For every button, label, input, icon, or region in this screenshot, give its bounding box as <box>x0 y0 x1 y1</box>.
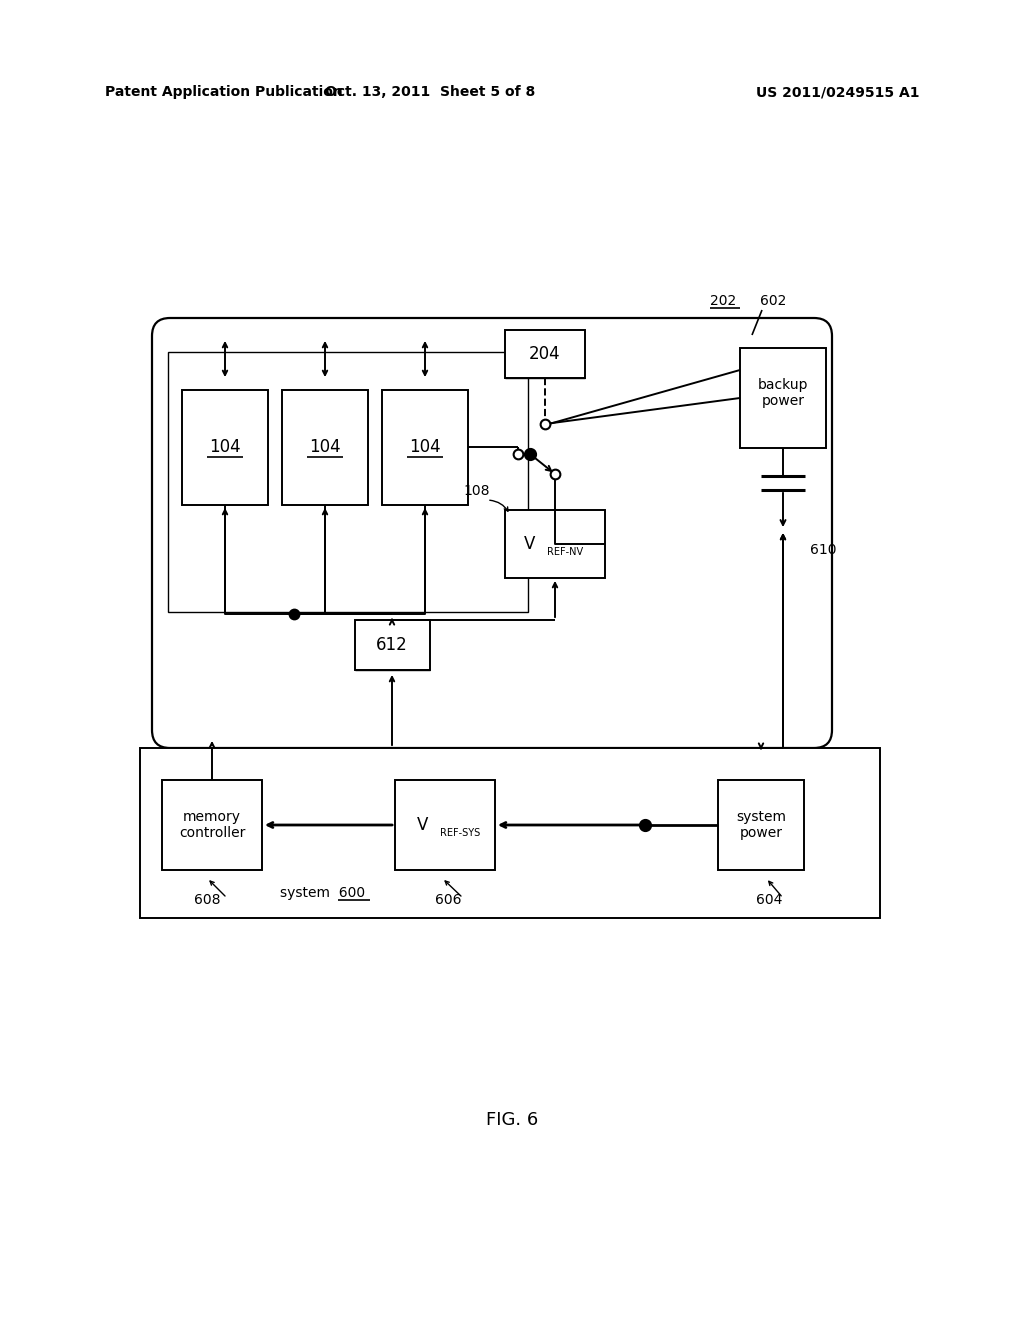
Text: REF-NV: REF-NV <box>547 546 583 557</box>
Text: backup
power: backup power <box>758 378 808 408</box>
Bar <box>282 389 368 506</box>
Text: 606: 606 <box>435 894 462 907</box>
Bar <box>162 780 262 870</box>
Text: 604: 604 <box>756 894 782 907</box>
Text: 104: 104 <box>309 438 341 455</box>
Bar <box>355 620 430 671</box>
Text: 612: 612 <box>376 636 408 653</box>
Text: FIG. 6: FIG. 6 <box>485 1111 539 1129</box>
Bar <box>140 748 880 917</box>
Bar <box>382 389 468 506</box>
Text: US 2011/0249515 A1: US 2011/0249515 A1 <box>757 84 920 99</box>
FancyBboxPatch shape <box>152 318 831 748</box>
Text: system  600: system 600 <box>280 886 366 900</box>
Text: 202: 202 <box>710 294 736 308</box>
Text: Oct. 13, 2011  Sheet 5 of 8: Oct. 13, 2011 Sheet 5 of 8 <box>325 84 536 99</box>
Bar <box>182 389 268 506</box>
Text: 104: 104 <box>209 438 241 455</box>
Text: V: V <box>524 535 536 553</box>
Text: 610: 610 <box>810 543 837 557</box>
Text: Patent Application Publication: Patent Application Publication <box>105 84 343 99</box>
Text: memory
controller: memory controller <box>179 810 245 840</box>
Text: 602: 602 <box>760 294 786 308</box>
Bar <box>395 780 495 870</box>
Text: 104: 104 <box>410 438 440 455</box>
Bar <box>740 348 826 447</box>
Text: REF-SYS: REF-SYS <box>440 828 480 838</box>
Text: 108: 108 <box>464 484 490 498</box>
Text: system
power: system power <box>736 810 786 840</box>
Text: 608: 608 <box>194 894 220 907</box>
Bar <box>168 352 528 612</box>
Text: 204: 204 <box>529 345 561 363</box>
Bar <box>505 330 585 378</box>
Text: V: V <box>418 816 429 834</box>
Bar <box>718 780 804 870</box>
Bar <box>505 510 605 578</box>
